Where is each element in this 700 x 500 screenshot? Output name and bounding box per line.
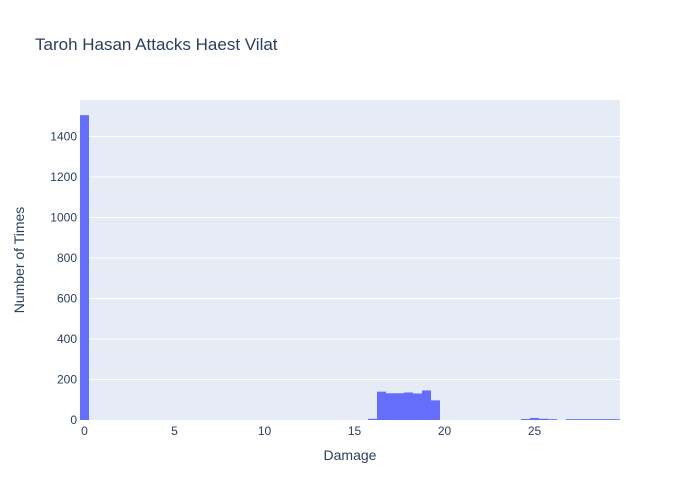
x-tick-label: 20 xyxy=(438,424,452,438)
y-tick-label: 600 xyxy=(57,291,77,305)
histogram-bar xyxy=(395,393,404,420)
histogram-bar xyxy=(566,419,575,420)
x-axis-ticks: 0 5 10 15 20 25 xyxy=(81,424,541,438)
histogram-bar xyxy=(602,419,611,420)
histogram-bar xyxy=(404,392,413,420)
histogram-bar xyxy=(575,419,584,420)
y-gridlines xyxy=(80,135,620,380)
histogram-bar xyxy=(386,393,395,420)
histogram-bar xyxy=(413,393,422,420)
histogram-bar xyxy=(431,400,440,420)
histogram-bar xyxy=(611,419,620,420)
y-tick-label: 400 xyxy=(57,332,77,346)
chart-title: Taroh Hasan Attacks Haest Vilat xyxy=(35,35,278,54)
histogram-bar xyxy=(377,391,386,420)
y-tick-label: 1200 xyxy=(50,170,77,184)
histogram-bar xyxy=(80,115,89,420)
histogram-bar xyxy=(584,419,593,420)
x-tick-label: 10 xyxy=(258,424,272,438)
x-tick-label: 5 xyxy=(171,424,178,438)
y-tick-label: 0 xyxy=(70,413,77,427)
y-tick-label: 1000 xyxy=(50,210,77,224)
y-tick-label: 800 xyxy=(57,251,77,265)
histogram-bars xyxy=(80,115,620,420)
histogram-bar xyxy=(422,390,431,420)
histogram-bar xyxy=(521,418,530,420)
histogram-bar xyxy=(548,419,557,420)
y-tick-label: 1400 xyxy=(50,129,77,143)
histogram-bar xyxy=(368,418,377,420)
histogram-bar xyxy=(530,417,539,420)
x-axis-title: Damage xyxy=(324,447,377,463)
histogram-bar xyxy=(539,418,548,420)
x-tick-label: 25 xyxy=(528,424,542,438)
y-axis-ticks: 0 200 400 600 800 1000 1200 1400 xyxy=(50,129,77,427)
x-tick-label: 0 xyxy=(81,424,88,438)
y-tick-label: 200 xyxy=(57,372,77,386)
y-axis-title: Number of Times xyxy=(11,207,27,314)
x-tick-label: 15 xyxy=(348,424,362,438)
plot-area xyxy=(80,100,620,420)
histogram-bar xyxy=(593,419,602,420)
